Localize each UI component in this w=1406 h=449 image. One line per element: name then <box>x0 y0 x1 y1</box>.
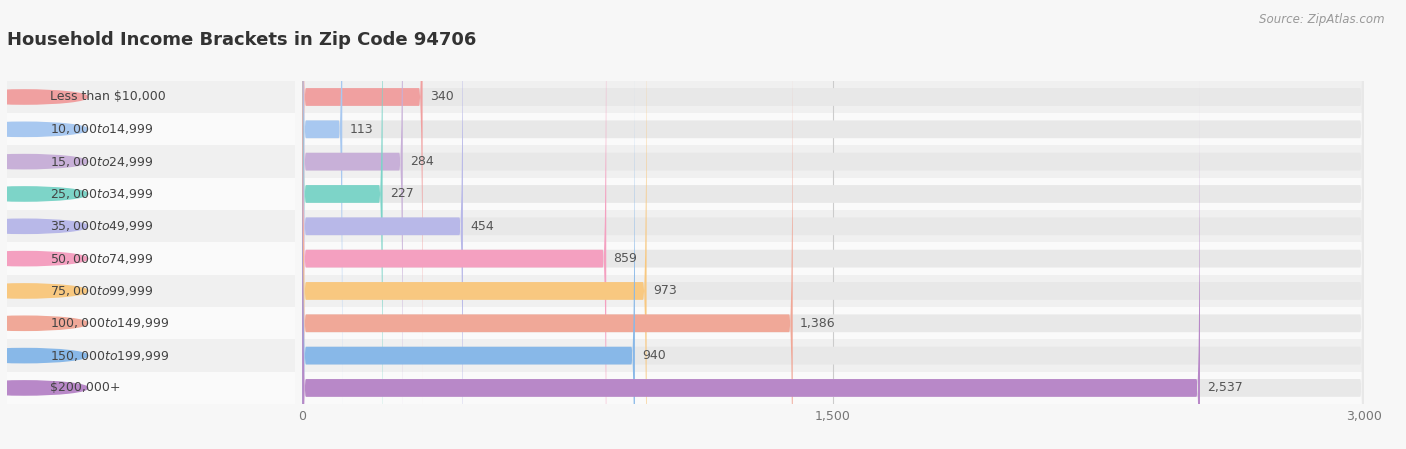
FancyBboxPatch shape <box>302 0 382 449</box>
Bar <box>302 275 1364 307</box>
Bar <box>7 339 295 372</box>
Text: 340: 340 <box>430 91 453 103</box>
Text: 227: 227 <box>389 188 413 200</box>
Text: 454: 454 <box>470 220 494 233</box>
Text: $50,000 to $74,999: $50,000 to $74,999 <box>51 251 153 266</box>
FancyBboxPatch shape <box>302 0 1364 449</box>
Circle shape <box>0 381 87 395</box>
Text: Household Income Brackets in Zip Code 94706: Household Income Brackets in Zip Code 94… <box>7 31 477 49</box>
Text: $15,000 to $24,999: $15,000 to $24,999 <box>51 154 153 169</box>
FancyBboxPatch shape <box>302 9 793 449</box>
Bar <box>302 339 1364 372</box>
Text: Source: ZipAtlas.com: Source: ZipAtlas.com <box>1260 13 1385 26</box>
Circle shape <box>0 284 87 298</box>
Bar <box>7 372 295 404</box>
Text: $75,000 to $99,999: $75,000 to $99,999 <box>51 284 153 298</box>
Text: 2,537: 2,537 <box>1208 382 1243 394</box>
Text: 973: 973 <box>654 285 678 297</box>
FancyBboxPatch shape <box>302 0 402 449</box>
Text: 940: 940 <box>643 349 665 362</box>
Text: 284: 284 <box>411 155 433 168</box>
Circle shape <box>0 122 87 136</box>
Text: $200,000+: $200,000+ <box>51 382 121 394</box>
FancyBboxPatch shape <box>302 0 1364 449</box>
Text: $100,000 to $149,999: $100,000 to $149,999 <box>51 316 170 330</box>
Bar <box>7 81 295 113</box>
Circle shape <box>0 219 87 233</box>
FancyBboxPatch shape <box>302 41 636 449</box>
FancyBboxPatch shape <box>302 9 1364 449</box>
Bar <box>302 178 1364 210</box>
FancyBboxPatch shape <box>302 0 1364 449</box>
Bar <box>7 145 295 178</box>
Bar <box>302 307 1364 339</box>
Bar <box>7 113 295 145</box>
Text: $10,000 to $14,999: $10,000 to $14,999 <box>51 122 153 136</box>
FancyBboxPatch shape <box>302 0 1364 449</box>
Text: $25,000 to $34,999: $25,000 to $34,999 <box>51 187 153 201</box>
Bar <box>302 210 1364 242</box>
FancyBboxPatch shape <box>302 74 1199 449</box>
FancyBboxPatch shape <box>302 0 1364 411</box>
Bar <box>7 307 295 339</box>
Bar <box>302 372 1364 404</box>
Bar <box>302 145 1364 178</box>
Bar <box>302 242 1364 275</box>
Bar <box>7 242 295 275</box>
Text: 1,386: 1,386 <box>800 317 835 330</box>
Bar <box>302 81 1364 113</box>
FancyBboxPatch shape <box>302 0 342 444</box>
Text: $150,000 to $199,999: $150,000 to $199,999 <box>51 348 170 363</box>
FancyBboxPatch shape <box>302 0 606 449</box>
Circle shape <box>0 90 87 104</box>
Circle shape <box>0 316 87 330</box>
Circle shape <box>0 251 87 266</box>
FancyBboxPatch shape <box>302 0 463 449</box>
Bar <box>7 275 295 307</box>
FancyBboxPatch shape <box>302 0 423 411</box>
FancyBboxPatch shape <box>302 0 1364 449</box>
Circle shape <box>0 154 87 169</box>
Bar <box>7 178 295 210</box>
FancyBboxPatch shape <box>302 0 647 449</box>
FancyBboxPatch shape <box>302 41 1364 449</box>
Bar <box>7 210 295 242</box>
Circle shape <box>0 187 87 201</box>
FancyBboxPatch shape <box>302 0 1364 444</box>
Text: $35,000 to $49,999: $35,000 to $49,999 <box>51 219 153 233</box>
Text: Less than $10,000: Less than $10,000 <box>51 91 166 103</box>
Text: 859: 859 <box>613 252 637 265</box>
FancyBboxPatch shape <box>302 74 1364 449</box>
Circle shape <box>0 348 87 363</box>
Bar <box>302 113 1364 145</box>
Text: 113: 113 <box>349 123 373 136</box>
